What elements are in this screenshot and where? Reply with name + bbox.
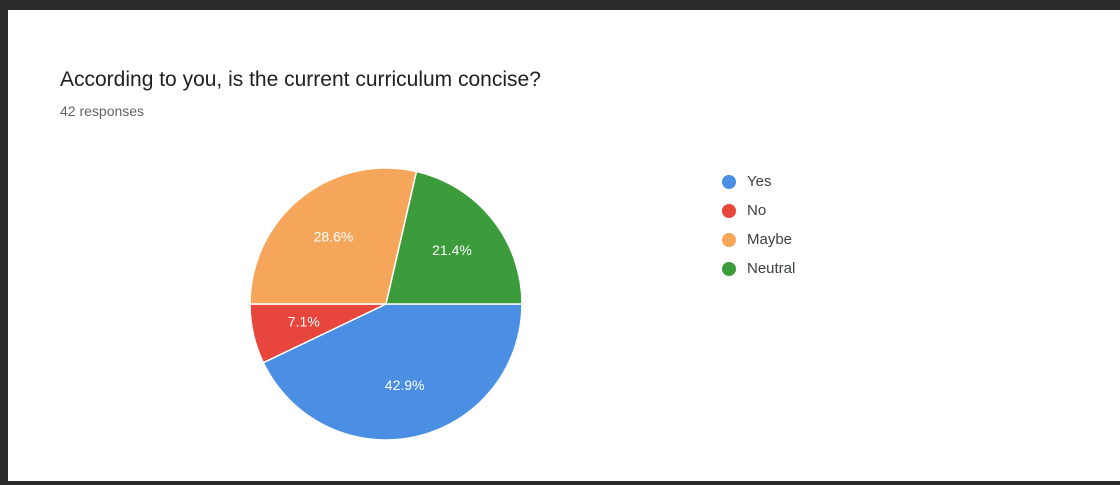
slice-label-maybe: 28.6% xyxy=(314,229,354,245)
legend-label-neutral: Neutral xyxy=(747,260,796,277)
legend-item-no[interactable]: No xyxy=(722,196,795,225)
slice-label-no: 7.1% xyxy=(288,313,320,329)
legend-swatch-neutral xyxy=(722,261,736,276)
legend-item-maybe[interactable]: Maybe xyxy=(722,225,795,254)
chart-title: According to you, is the current curricu… xyxy=(60,68,541,91)
slice-label-neutral: 21.4% xyxy=(432,242,472,258)
legend-swatch-maybe xyxy=(722,232,736,247)
pie-chart: 42.9% 7.1% 28.6% 21.4% xyxy=(249,167,523,441)
legend-label-no: No xyxy=(747,202,767,219)
slice-label-yes: 42.9% xyxy=(385,377,425,393)
pie-slice-yes[interactable] xyxy=(262,303,523,441)
legend-item-neutral[interactable]: Neutral xyxy=(722,254,795,283)
legend-item-yes[interactable]: Yes xyxy=(722,167,795,196)
legend-swatch-yes xyxy=(722,174,736,189)
response-count: 42 responses xyxy=(60,103,145,119)
chart-legend: Yes No Maybe Neutral xyxy=(722,167,795,283)
legend-label-maybe: Maybe xyxy=(747,231,793,248)
pie-slice-neutral[interactable] xyxy=(385,170,523,305)
legend-swatch-no xyxy=(722,203,736,218)
legend-label-yes: Yes xyxy=(747,173,772,190)
pie-slice-maybe[interactable] xyxy=(249,167,418,305)
